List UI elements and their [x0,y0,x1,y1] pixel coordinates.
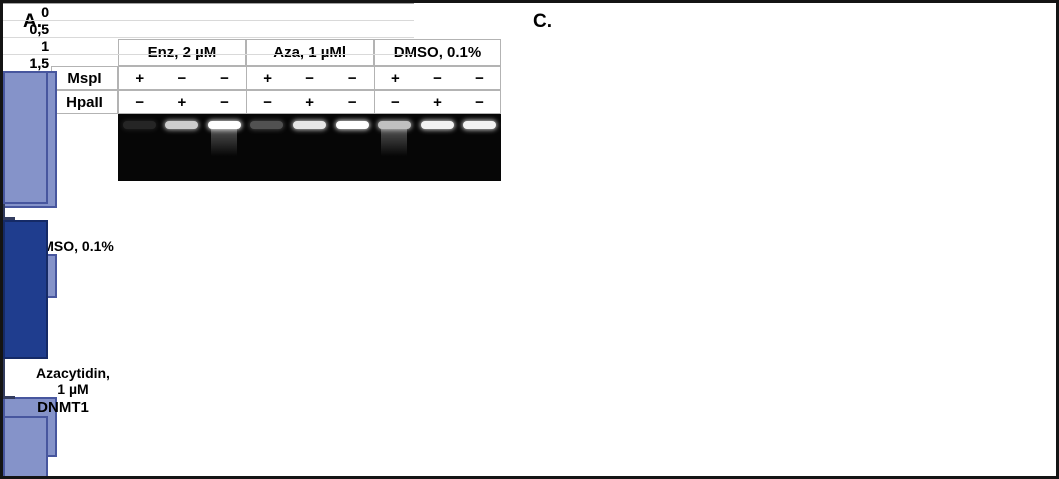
bar [3,220,48,359]
enzyme-sign-cell: + [373,66,417,90]
enzyme-sign-cell: − [288,66,331,90]
enzyme-sign-cell: − [416,66,459,90]
enzyme-sign-cell: + [416,90,459,114]
y-tick-label: 1 [41,38,49,54]
enzyme-sign-cell: − [330,90,374,114]
y-tick-label: 1 [41,38,49,54]
y-tick-label: 0 [41,4,49,20]
enzyme-sign-cell: − [330,66,374,90]
gel-band [165,121,199,129]
gel-band [293,121,326,129]
error-bar-cap [3,397,15,399]
enzyme-sign-cell: + [118,66,161,90]
treatment-group-header: DMSO, 0.1% [373,39,502,66]
gel-band [207,121,241,129]
gel-smear [381,129,408,156]
y-tick-label: 1,5 [29,55,49,71]
enzyme-sign-cell: − [203,66,246,90]
bar [3,415,48,476]
enzyme-sign-cell: − [118,90,161,114]
gel-band [463,121,497,129]
error-bar-line [3,358,5,396]
gridline [3,54,414,55]
enzyme-sign-cell: − [458,90,502,114]
gel-image [118,114,501,181]
error-bar-cap [3,217,15,219]
gridline [3,37,414,38]
error-bar-cap [3,218,15,221]
treatment-table: Enz, 2 µM Aza, 1 µMl DMSO, 0.1% MspI + − − + − − +… [51,39,502,114]
gridline [3,20,414,21]
gel-band [122,121,156,129]
panel-a-letter: A. [23,11,42,32]
treatment-group-header: Enz, 2 µM [118,39,246,66]
error-bar-line [3,204,5,218]
y-tick-label: 0 [41,4,49,20]
enzyme-sign-cell: − [373,90,417,114]
gel-band [335,121,369,129]
x-category-label: Azacytidin, 1 µM [36,365,110,398]
x-category-label: DNMT1 [37,398,89,416]
y-tick-label: 0,5 [29,21,49,37]
gridline [3,3,414,4]
enzyme-sign-cell: − [160,66,204,90]
enzyme-sign-cell: + [160,90,204,114]
enzyme-sign-cell: − [458,66,502,90]
y-tick-label: 0,5 [29,21,49,37]
enzyme-row-label: HpaII [51,90,118,114]
panel-c-letter: C. [533,11,552,32]
table-corner-spacer [51,39,118,66]
error-bar-cap [3,395,15,398]
enzyme-sign-cell: + [245,66,289,90]
gel-band [420,121,454,129]
enzyme-sign-cell: − [203,90,246,114]
gel-smear [210,129,237,156]
enzyme-sign-cell: + [288,90,331,114]
enzyme-sign-cell: − [245,90,289,114]
y-tick-label: 1,5 [29,55,49,71]
bar [3,71,48,204]
treatment-group-header: Aza, 1 µMl [245,39,374,66]
gel-band [250,121,284,129]
gel-band [378,121,412,129]
